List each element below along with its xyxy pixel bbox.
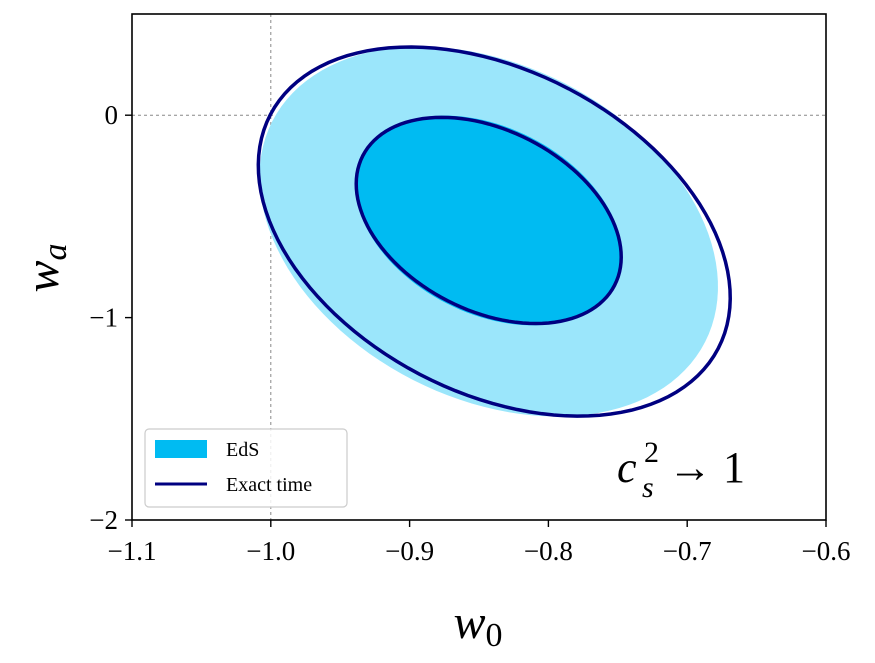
y-tick-label: −2 (89, 505, 118, 535)
x-axis-label-base: w (453, 596, 485, 649)
legend-swatch-eds (155, 440, 207, 458)
x-axis-label-sub: 0 (486, 617, 503, 654)
annotation-rest: → 1 (668, 443, 745, 492)
y-tick-label: 0 (105, 100, 119, 130)
plot-frame (131, 13, 827, 521)
eds-contour-inner (355, 115, 622, 326)
annotation-superscript: 2 (644, 436, 659, 469)
x-tick-label: −0.6 (802, 536, 851, 566)
annotation-subscript: s (642, 471, 654, 504)
axis-ticks: −1.1 −1.0 −0.9 −0.8 −0.7 −0.6 −2 −1 0 (89, 100, 850, 566)
y-axis-label: wa (16, 243, 74, 292)
y-tick-label: −1 (89, 303, 118, 333)
legend-label-eds: EdS (226, 439, 259, 461)
x-tick-label: −0.8 (524, 536, 573, 566)
x-axis-label: w0 (453, 596, 502, 654)
y-axis-label-sub: a (37, 243, 74, 260)
annotation-base: c (617, 443, 637, 492)
y-axis-label-base: w (16, 260, 69, 292)
contours (256, 45, 732, 418)
annotation-sound-speed: c (617, 443, 637, 492)
x-tick-label: −0.7 (663, 536, 712, 566)
legend-label-exact-time: Exact time (226, 474, 312, 496)
exact-time-contour-inner (354, 115, 623, 326)
x-tick-label: −1.1 (108, 536, 157, 566)
x-tick-label: −1.0 (246, 536, 295, 566)
exact-time-contour-outer (256, 45, 732, 418)
x-tick-label: −0.9 (385, 536, 434, 566)
legend: EdS Exact time (144, 428, 348, 508)
